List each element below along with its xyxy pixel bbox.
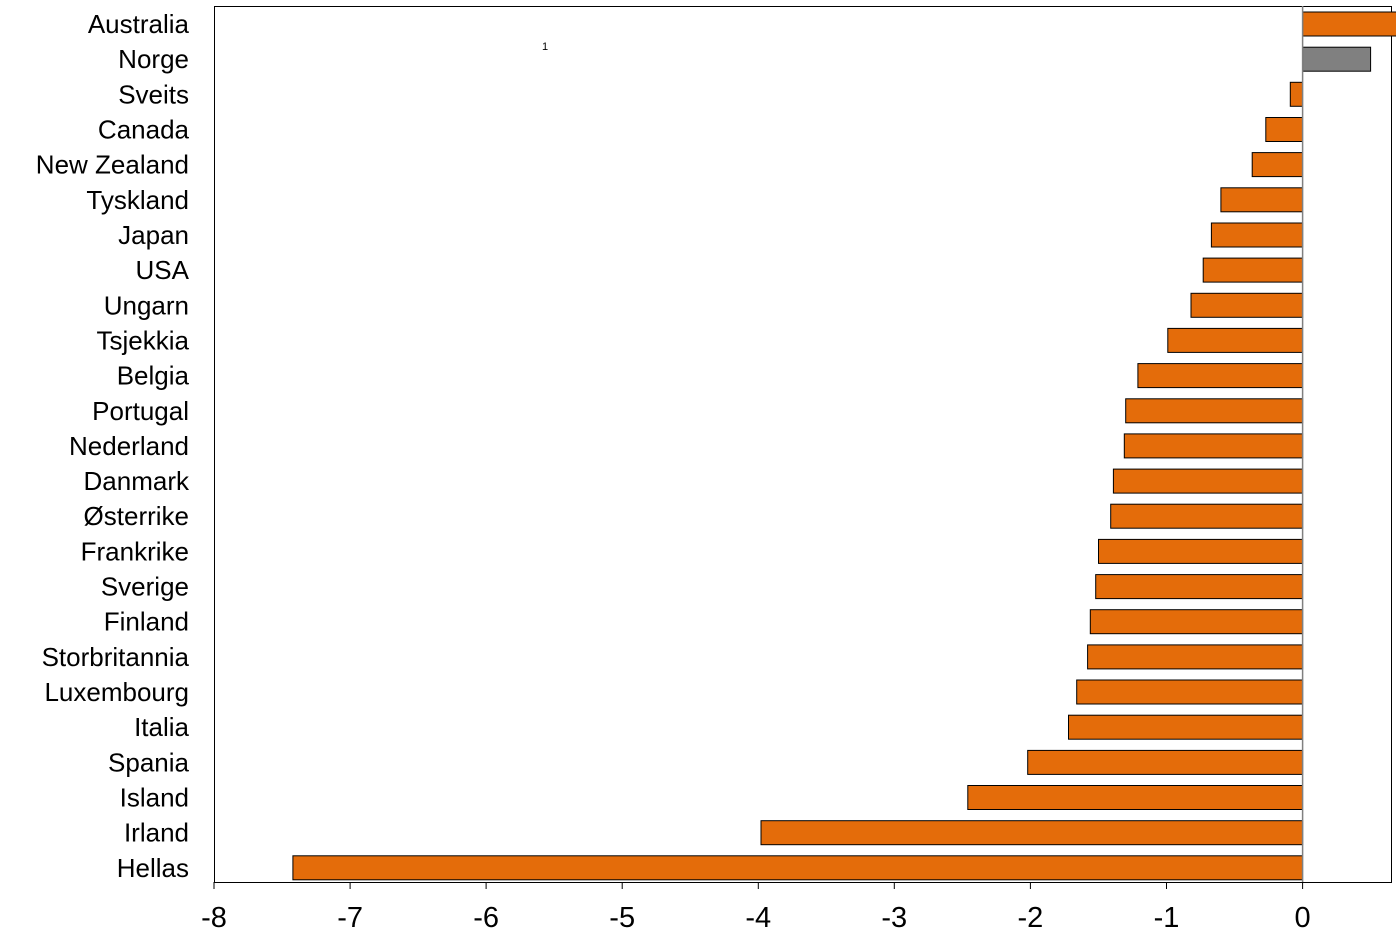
category-label: Norge (118, 44, 189, 74)
bar-østerrike (1110, 503, 1304, 529)
bar-finland (1089, 609, 1304, 635)
category-label: Sverige (101, 572, 189, 602)
bar-island (967, 785, 1303, 810)
category-label: Italia (134, 712, 189, 742)
bar-storbritannia (1087, 644, 1304, 670)
category-label: Tyskland (86, 185, 189, 215)
bar-norge (1302, 46, 1372, 72)
category-label: Østerrike (84, 501, 189, 531)
bar-italia (1068, 714, 1303, 740)
category-label: Spania (108, 747, 189, 777)
bar-canada (1265, 117, 1304, 142)
bars-group (292, 11, 1396, 881)
category-label: Island (120, 783, 189, 813)
x-tick-label: -3 (881, 902, 907, 934)
plot-frame (214, 6, 1392, 883)
category-label: Australia (88, 9, 190, 39)
bar-japan (1210, 222, 1304, 248)
x-tick-label: -1 (1154, 902, 1180, 934)
category-label: Luxembourg (44, 677, 189, 707)
category-label: Nederland (69, 431, 189, 461)
category-label: Danmark (84, 466, 190, 496)
category-label: Belgia (117, 361, 190, 391)
bar-irland (760, 820, 1304, 846)
category-label: Frankrike (81, 536, 189, 566)
bar-frankrike (1098, 538, 1304, 564)
bar-australia (1302, 11, 1396, 37)
category-label: Tsjekkia (97, 325, 190, 355)
bar-nederland (1123, 433, 1304, 459)
x-axis-ticks: -8 -7 -6 -5 -4 -3 -2 -1 0 (201, 882, 1311, 934)
x-tick-label: -7 (337, 902, 363, 934)
bar-portugal (1125, 398, 1304, 424)
bar-ungarn (1190, 292, 1304, 318)
category-label: USA (136, 255, 190, 285)
bar-new-zealand (1251, 152, 1303, 178)
bar-sverige (1095, 574, 1303, 600)
category-label: Ungarn (104, 290, 189, 320)
category-labels: Australia Norge Sveits Canada New Zealand Tys… (36, 9, 190, 883)
bar-belgia (1137, 363, 1304, 389)
category-label: Canada (98, 115, 190, 145)
x-tick-label: -5 (609, 902, 635, 934)
bar-usa (1202, 257, 1303, 283)
bar-tyskland (1220, 187, 1304, 213)
x-tick-label: 0 (1295, 902, 1311, 934)
bar-spania (1027, 749, 1304, 775)
bar-sveits (1289, 81, 1304, 107)
x-tick-label: -6 (473, 902, 499, 934)
category-label: Sveits (118, 79, 189, 109)
category-label: Hellas (117, 853, 189, 883)
x-tick-label: -2 (1018, 902, 1044, 934)
footnote-marker: 1 (542, 41, 548, 53)
bar-tsjekkia (1167, 327, 1304, 353)
x-tick-label: -8 (201, 902, 227, 934)
x-tick-label: -4 (745, 902, 771, 934)
bar-danmark (1112, 468, 1304, 494)
category-label: Finland (104, 607, 189, 637)
bar-hellas (292, 855, 1303, 881)
category-label: Storbritannia (42, 642, 190, 672)
category-label: Japan (118, 220, 189, 250)
category-label: New Zealand (36, 150, 189, 180)
category-label: Irland (124, 818, 189, 848)
category-label: Portugal (92, 396, 189, 426)
bar-luxembourg (1076, 679, 1304, 705)
